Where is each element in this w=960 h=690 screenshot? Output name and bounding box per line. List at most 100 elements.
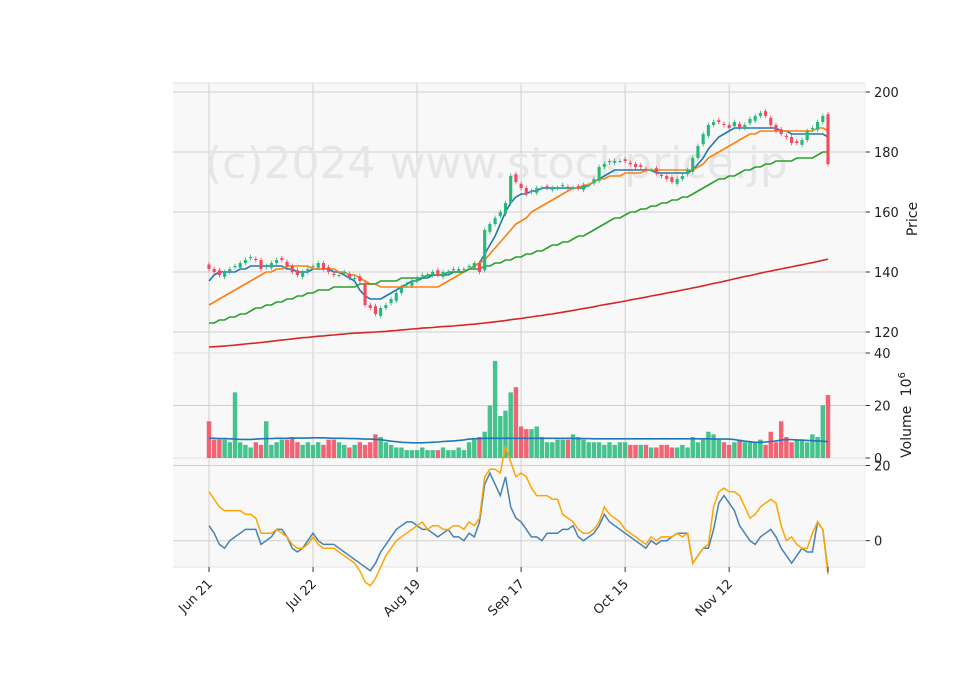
candle-body: [337, 275, 341, 276]
candle-body: [524, 188, 528, 194]
candle-body: [269, 263, 273, 268]
volume-bar: [581, 439, 586, 458]
volume-bar: [316, 442, 321, 458]
volume-bar: [695, 442, 701, 458]
oscillator-tick-label: 0: [874, 535, 882, 550]
candle-body: [649, 170, 653, 171]
candle-body: [706, 125, 710, 136]
candle-body: [576, 186, 580, 188]
volume-bar: [388, 444, 394, 458]
volume-bar: [430, 450, 435, 458]
volume-bar: [726, 444, 732, 458]
price-ma-line-3: [208, 258, 829, 348]
candle-body: [290, 266, 294, 272]
candle-body: [566, 186, 570, 188]
volume-bar: [628, 444, 633, 458]
candle-body: [639, 165, 643, 167]
candle-body: [717, 120, 721, 122]
volume-bar: [451, 450, 456, 458]
candle-body: [342, 272, 346, 274]
price-ma-line-2: [209, 151, 828, 324]
volume-bar: [825, 395, 831, 458]
candle-body: [535, 188, 539, 193]
volume-bar: [685, 447, 690, 458]
candle-body: [555, 188, 560, 189]
volume-bar: [357, 442, 363, 458]
candle-body: [784, 135, 788, 137]
candle-body: [363, 282, 367, 305]
volume-bar: [524, 429, 529, 458]
volume-bar: [477, 437, 482, 458]
volume-bar: [773, 442, 779, 458]
volume-axis-exponent: 6: [897, 372, 908, 378]
candle-body: [685, 170, 690, 175]
volume-bar: [633, 444, 638, 458]
candle-body: [503, 203, 508, 214]
candle-body: [644, 168, 648, 170]
volume-bar: [274, 442, 279, 458]
volume-bar: [222, 439, 227, 458]
candle-body: [405, 284, 409, 286]
candle-body: [254, 258, 258, 260]
candle-body: [571, 188, 575, 189]
candle-body: [800, 140, 804, 145]
volume-bar: [700, 439, 706, 458]
volume-bar: [732, 442, 737, 458]
candle-body: [597, 167, 601, 181]
candle-body: [301, 272, 305, 277]
candle-body: [633, 164, 638, 167]
volume-bar: [342, 444, 347, 458]
volume-bar: [414, 450, 420, 458]
price-tick-label: 180: [874, 146, 899, 161]
volume-bar: [810, 434, 815, 458]
volume-bar: [409, 450, 415, 458]
candle-body: [431, 272, 435, 275]
price-ma-line-0: [208, 127, 829, 300]
watermark: (c)2024 www.stockprice.jp: [205, 138, 788, 189]
candle-body: [613, 161, 617, 163]
volume-bar: [544, 442, 550, 458]
volume-bar: [326, 439, 331, 458]
volume-bar: [612, 444, 617, 458]
candle-body: [602, 164, 606, 167]
candle-body: [545, 186, 549, 188]
oscillator-line-1: [208, 443, 829, 587]
volume-bar: [711, 434, 716, 458]
candle-body: [691, 158, 695, 172]
candle-body: [358, 276, 362, 281]
oscillator-tick-label: 20: [874, 460, 891, 475]
price-tick-label: 200: [874, 86, 899, 101]
candle-body: [670, 177, 674, 182]
candle-body: [540, 188, 544, 189]
volume-bar: [378, 437, 383, 458]
volume-bar: [617, 442, 623, 458]
volume-bar: [789, 442, 794, 458]
candle-body: [509, 176, 513, 203]
candle-body: [659, 174, 664, 176]
candle-body: [628, 162, 632, 164]
volume-bar: [565, 439, 571, 458]
volume-bar: [425, 450, 430, 458]
volume-tick-label: 0: [874, 452, 882, 467]
volume-bar: [352, 444, 357, 458]
candle-body: [441, 272, 445, 277]
volume-bar: [368, 442, 373, 458]
candle-body: [727, 125, 731, 128]
candle-body: [410, 281, 414, 286]
volume-axis-title: Volume 106: [897, 372, 915, 458]
candle-body: [243, 260, 247, 263]
candle-body: [795, 141, 799, 143]
volume-bar: [596, 442, 602, 458]
volume-bar: [492, 360, 498, 458]
volume-bar: [622, 442, 628, 458]
volume-bar: [591, 442, 597, 458]
candle-body: [353, 278, 357, 279]
candle-body: [306, 269, 310, 272]
price-ma-line-1: [208, 127, 829, 306]
volume-bar: [607, 442, 612, 458]
volume-moving-average: [209, 437, 829, 444]
candle-body: [228, 269, 232, 272]
volume-bar: [253, 442, 259, 458]
candle-body: [805, 131, 809, 140]
volume-bar: [747, 442, 753, 458]
